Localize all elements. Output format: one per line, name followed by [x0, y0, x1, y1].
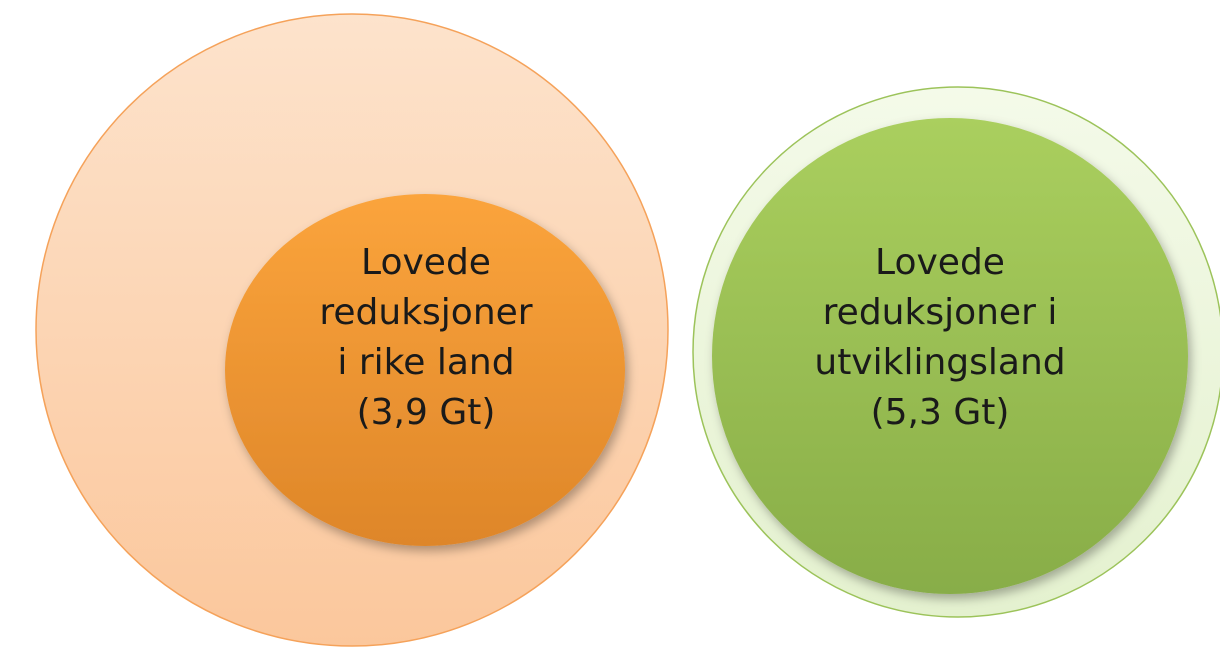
inner-circle [712, 118, 1188, 594]
node-label: utviklingsland [814, 342, 1065, 383]
node-label: reduksjoner i [823, 292, 1058, 333]
node-label: Lovede [361, 242, 491, 283]
node-label: Lovede [875, 242, 1005, 283]
node-label: (5,3 Gt) [871, 392, 1010, 433]
node-label: reduksjoner [319, 292, 532, 333]
inner-circle [225, 194, 625, 546]
labels: Lovede reduksjoner i rike land (3,9 Gt) Love… [319, 242, 1065, 433]
node-label: i rike land [337, 342, 514, 383]
node-label: (3,9 Gt) [357, 392, 496, 433]
